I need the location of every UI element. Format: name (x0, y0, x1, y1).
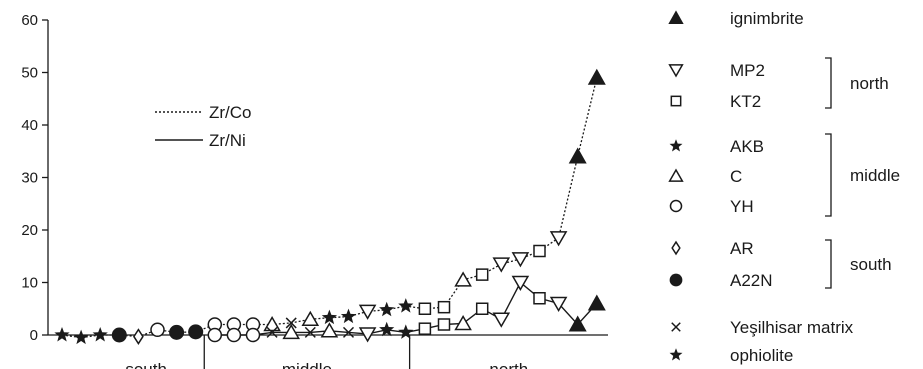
data-point (285, 317, 297, 329)
data-point (511, 275, 530, 292)
axes: 0 10 20 30 40 50 60 south middle north (21, 12, 608, 369)
data-point (358, 327, 377, 343)
legend-symbol-cross (671, 322, 681, 332)
symbol-legend: ignimbrite MP2 KT2 AKB C YH AR A22N Yeşilhisar m… (668, 9, 900, 365)
y-tick-label: 50 (21, 65, 38, 82)
data-point (133, 328, 144, 345)
series-lines (61, 77, 598, 339)
y-tick-label: 30 (21, 170, 38, 187)
data-point (549, 296, 568, 313)
legend-symbol-label: YH (730, 197, 754, 216)
data-point (454, 314, 472, 331)
data-point (188, 324, 204, 340)
data-point (379, 301, 395, 317)
data-point (398, 324, 414, 339)
legend-symbol-invtri (668, 64, 684, 78)
legend-symbol-label: KT2 (730, 92, 761, 111)
data-point (437, 300, 451, 314)
data-point (568, 147, 587, 164)
data-point (301, 310, 320, 326)
data-point (358, 304, 377, 320)
y-tick-label: 20 (21, 222, 38, 239)
legend-group-label: north (850, 74, 889, 93)
data-point (533, 292, 546, 305)
series-line-zr-co (61, 77, 598, 339)
data-point (475, 268, 489, 281)
data-point (150, 322, 165, 337)
data-point (321, 309, 338, 325)
data-point (511, 252, 530, 268)
data-point (492, 312, 511, 328)
legend-symbol-star (669, 348, 683, 361)
legend-symbol-tri (668, 168, 684, 182)
legend-symbol-label: A22N (730, 271, 773, 290)
data-point (418, 302, 432, 315)
data-point (398, 298, 414, 313)
y-tick-label: 10 (21, 275, 38, 292)
data-point (282, 323, 300, 340)
legend-symbol-star (669, 139, 683, 152)
data-point (54, 327, 70, 342)
data-point (342, 326, 355, 338)
legend-bracket (825, 239, 832, 289)
region-label: middle (282, 360, 332, 369)
legend-line-label: Zr/Co (209, 103, 252, 122)
data-point (226, 327, 242, 343)
data-point (568, 315, 587, 332)
line-legend: Zr/Co Zr/Ni (155, 103, 252, 150)
region-label: south (125, 360, 167, 369)
legend-symbol-label: ignimbrite (730, 9, 804, 28)
legend-symbol-label: C (730, 167, 742, 186)
data-point (111, 327, 127, 343)
legend-group-label: south (850, 255, 892, 274)
legend-symbol-square (670, 95, 682, 107)
data-point (587, 294, 606, 311)
legend-bracket (825, 57, 832, 109)
data-point (340, 308, 357, 324)
legend-symbol-label: AR (730, 239, 754, 258)
legend-symbol-label: MP2 (730, 61, 765, 80)
data-point (379, 321, 395, 337)
data-point (549, 231, 568, 247)
data-point (266, 326, 278, 338)
legend-line-label: Zr/Ni (209, 131, 246, 150)
legend-group-label: middle (850, 166, 900, 185)
data-point (587, 68, 606, 85)
data-point (475, 302, 489, 315)
data-point (207, 327, 223, 343)
data-point (437, 318, 451, 331)
legend-symbol-diamond (671, 240, 681, 256)
legend-symbol-filltri (668, 10, 684, 24)
data-point (245, 327, 261, 343)
legend-symbol-dot (669, 273, 683, 287)
y-tick-label: 0 (30, 327, 38, 344)
data-point (73, 329, 89, 345)
data-point (418, 322, 432, 335)
legend-bracket (825, 133, 832, 217)
data-markers (54, 68, 606, 345)
legend-symbol-circle (669, 199, 683, 213)
region-label: north (489, 360, 528, 369)
data-point (533, 244, 546, 258)
data-point (320, 322, 339, 338)
legend-symbol-label: ophiolite (730, 346, 793, 365)
legend-symbol-label: Yeşilhisar matrix (730, 318, 854, 337)
data-point (304, 326, 316, 338)
data-point (169, 324, 185, 340)
data-point (92, 327, 108, 342)
legend-symbol-label: AKB (730, 137, 764, 156)
data-point (454, 271, 472, 287)
data-point (263, 315, 281, 332)
y-tick-label: 60 (21, 12, 38, 29)
data-point (492, 257, 511, 273)
y-tick-label: 40 (21, 117, 38, 134)
